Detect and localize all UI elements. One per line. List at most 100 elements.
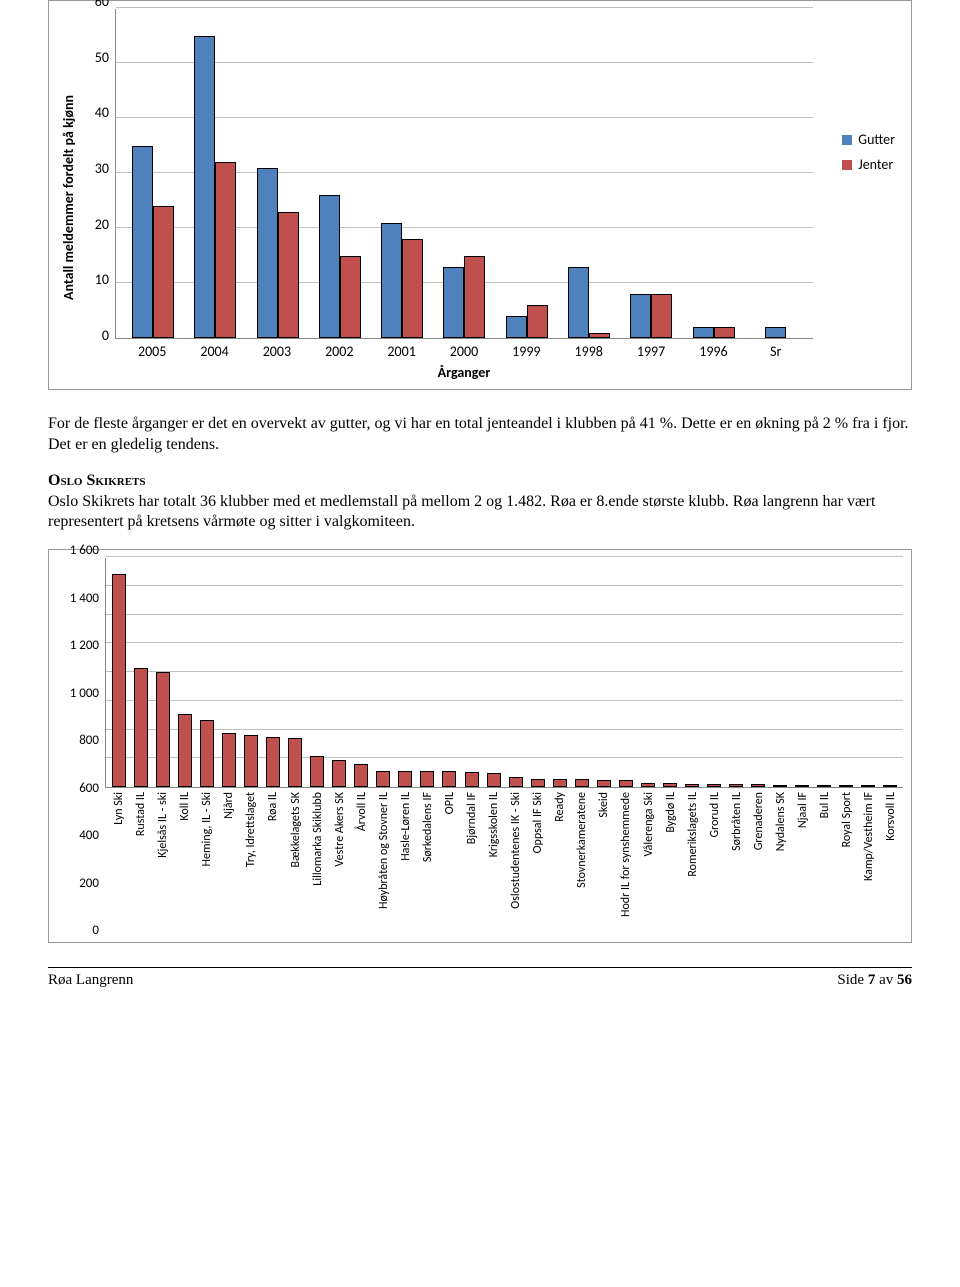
bar-wrap xyxy=(593,780,615,787)
xtick: Oppsal IF Ski xyxy=(526,792,548,938)
legend-swatch xyxy=(842,160,852,170)
xtick: Royal Sport xyxy=(835,792,857,938)
bar-wrap xyxy=(174,714,196,787)
bar xyxy=(244,735,258,787)
xtick: 1996 xyxy=(682,343,744,360)
xtick: OPIL xyxy=(438,792,460,938)
chart1-xlabel: Årganger xyxy=(115,360,813,385)
section-heading-oslo-skikrets: Oslo Skikrets xyxy=(48,472,912,490)
bar xyxy=(817,785,831,787)
bar-wrap xyxy=(306,756,328,788)
bar-wrap xyxy=(394,771,416,787)
bar-wrap xyxy=(725,784,747,787)
bar-group xyxy=(682,327,744,338)
bar xyxy=(487,773,501,787)
bar xyxy=(693,327,714,338)
xtick: Hodr IL for synshemmede xyxy=(614,792,636,938)
legend-item: Gutter xyxy=(842,131,895,148)
bar-wrap xyxy=(703,784,725,787)
bar xyxy=(112,574,126,787)
bar-wrap xyxy=(461,772,483,787)
bar xyxy=(751,784,765,787)
xtick: Kjelsås IL - ski xyxy=(151,792,173,938)
chart2-yaxis: 1 6001 4001 2001 0008006004002000 xyxy=(57,558,105,938)
bar xyxy=(568,267,589,339)
xtick: Sørkedalens IF xyxy=(416,792,438,938)
xtick: Skeid xyxy=(592,792,614,938)
xtick: Kamp/Vestheim IF xyxy=(857,792,879,938)
xtick: 2004 xyxy=(183,343,245,360)
bar-wrap xyxy=(240,735,262,787)
bar-group xyxy=(184,36,246,339)
xtick: Grorud IL xyxy=(703,792,725,938)
bar xyxy=(506,316,527,338)
bar xyxy=(132,146,153,339)
xtick: Njaal IF xyxy=(791,792,813,938)
bar xyxy=(465,772,479,787)
xtick: Korsvoll IL xyxy=(879,792,901,938)
xtick: Heming, IL - Ski xyxy=(195,792,217,938)
bar xyxy=(651,294,672,338)
xtick: Bækkelagets SK xyxy=(284,792,306,938)
xtick: Røa IL xyxy=(261,792,283,938)
bar xyxy=(278,212,299,339)
bar xyxy=(319,195,340,338)
legend-label: Jenter xyxy=(858,156,893,173)
paragraph-2: Oslo Skikrets har totalt 36 klubber med … xyxy=(48,492,912,534)
bar xyxy=(531,779,545,788)
bar xyxy=(527,305,548,338)
xtick: Oslostudentenes IK - Ski xyxy=(504,792,526,938)
bar xyxy=(619,780,633,787)
xtick: Stovnerkameratene xyxy=(570,792,592,938)
xtick: Lyn Ski xyxy=(107,792,129,938)
legend-label: Gutter xyxy=(858,131,895,148)
bar-wrap xyxy=(218,733,240,788)
bar xyxy=(420,771,434,787)
bar-group xyxy=(620,294,682,338)
bar xyxy=(266,737,280,787)
bar xyxy=(663,783,677,787)
bar-wrap xyxy=(372,771,394,788)
bar xyxy=(156,672,170,787)
bar xyxy=(795,785,809,787)
bar-wrap xyxy=(747,784,769,787)
bar-wrap xyxy=(571,779,593,787)
bar xyxy=(310,756,324,788)
bar xyxy=(178,714,192,787)
bar-wrap xyxy=(328,760,350,787)
bar xyxy=(714,327,735,338)
bar xyxy=(630,294,651,338)
bar xyxy=(707,784,721,787)
bar xyxy=(597,780,611,787)
bar xyxy=(257,168,278,339)
xtick: Bygdø IL xyxy=(659,792,681,938)
footer-left: Røa Langrenn xyxy=(48,972,133,989)
bar xyxy=(402,239,423,338)
chart-clubs-membership: 1 6001 4001 2001 0008006004002000 Lyn Sk… xyxy=(48,549,912,943)
xtick: 2000 xyxy=(433,343,495,360)
bar-group xyxy=(433,256,495,339)
xtick: Årvoll IL xyxy=(350,792,372,938)
chart1-yaxis: 6050403020100 xyxy=(81,9,115,385)
chart1-xaxis: 2005200420032002200120001999199819971996… xyxy=(115,339,813,360)
bar xyxy=(464,256,485,339)
xtick: 1997 xyxy=(620,343,682,360)
xtick: Bjørndal IF xyxy=(460,792,482,938)
bar xyxy=(443,267,464,339)
bar-wrap xyxy=(262,737,284,787)
bar xyxy=(194,36,215,339)
xtick: 1998 xyxy=(558,343,620,360)
bar-wrap xyxy=(791,785,813,787)
bar xyxy=(685,784,699,788)
xtick: Krigsskolen IL xyxy=(482,792,504,938)
bar xyxy=(200,720,214,788)
chart-gender-by-year: Antall meldemmer fordelt på kjønn 605040… xyxy=(48,0,912,390)
bar-wrap xyxy=(659,783,681,787)
xtick: Lillomarka Skiklubb xyxy=(306,792,328,938)
xtick: Sørbråten IL xyxy=(725,792,747,938)
xtick: Sr xyxy=(745,343,807,360)
xtick: Vestre Akers SK xyxy=(328,792,350,938)
bar-wrap xyxy=(835,785,857,787)
bar-wrap xyxy=(637,783,659,787)
bar-group xyxy=(496,305,558,338)
